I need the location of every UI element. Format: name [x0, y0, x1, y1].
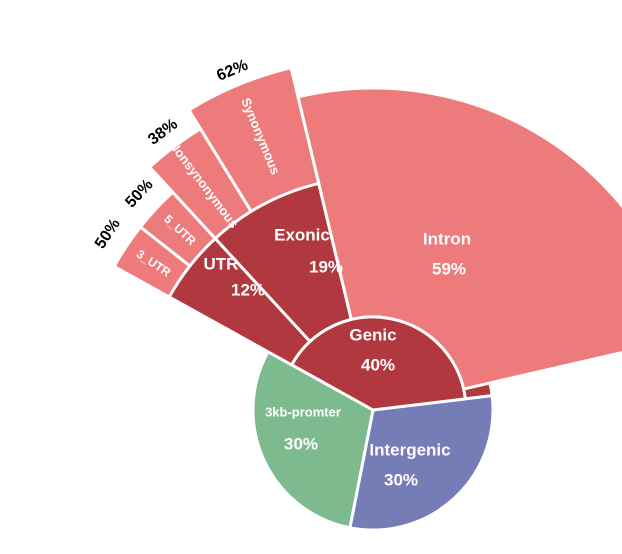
exonic-pct-label: 19%: [309, 257, 343, 276]
utr-pct-label: 12%: [231, 280, 265, 299]
intergenic-pct-label: 30%: [384, 470, 418, 489]
5-utr-pct-label: 50%: [122, 176, 156, 211]
genic-name-label: Genic: [349, 325, 396, 344]
genic-pct-label: 40%: [361, 355, 395, 374]
exonic-name-label: Exonic: [274, 225, 330, 244]
intron-pct-label: 59%: [432, 259, 466, 278]
genic-core: [290, 315, 467, 412]
subcategory-ring: [112, 66, 321, 299]
3kb-promter-slice: [251, 350, 375, 530]
intergenic-slice: [348, 394, 495, 532]
3-utr-pct-label: 50%: [92, 216, 124, 252]
synonymous-segment: [187, 66, 321, 213]
promoter-name-label: 3kb-promter: [265, 404, 341, 419]
intergenic-name-label: Intergenic: [369, 440, 450, 459]
utr-name-label: UTR: [204, 254, 239, 273]
intron-name-label: Intron: [423, 229, 471, 248]
promoter-pct-label: 30%: [284, 434, 318, 453]
